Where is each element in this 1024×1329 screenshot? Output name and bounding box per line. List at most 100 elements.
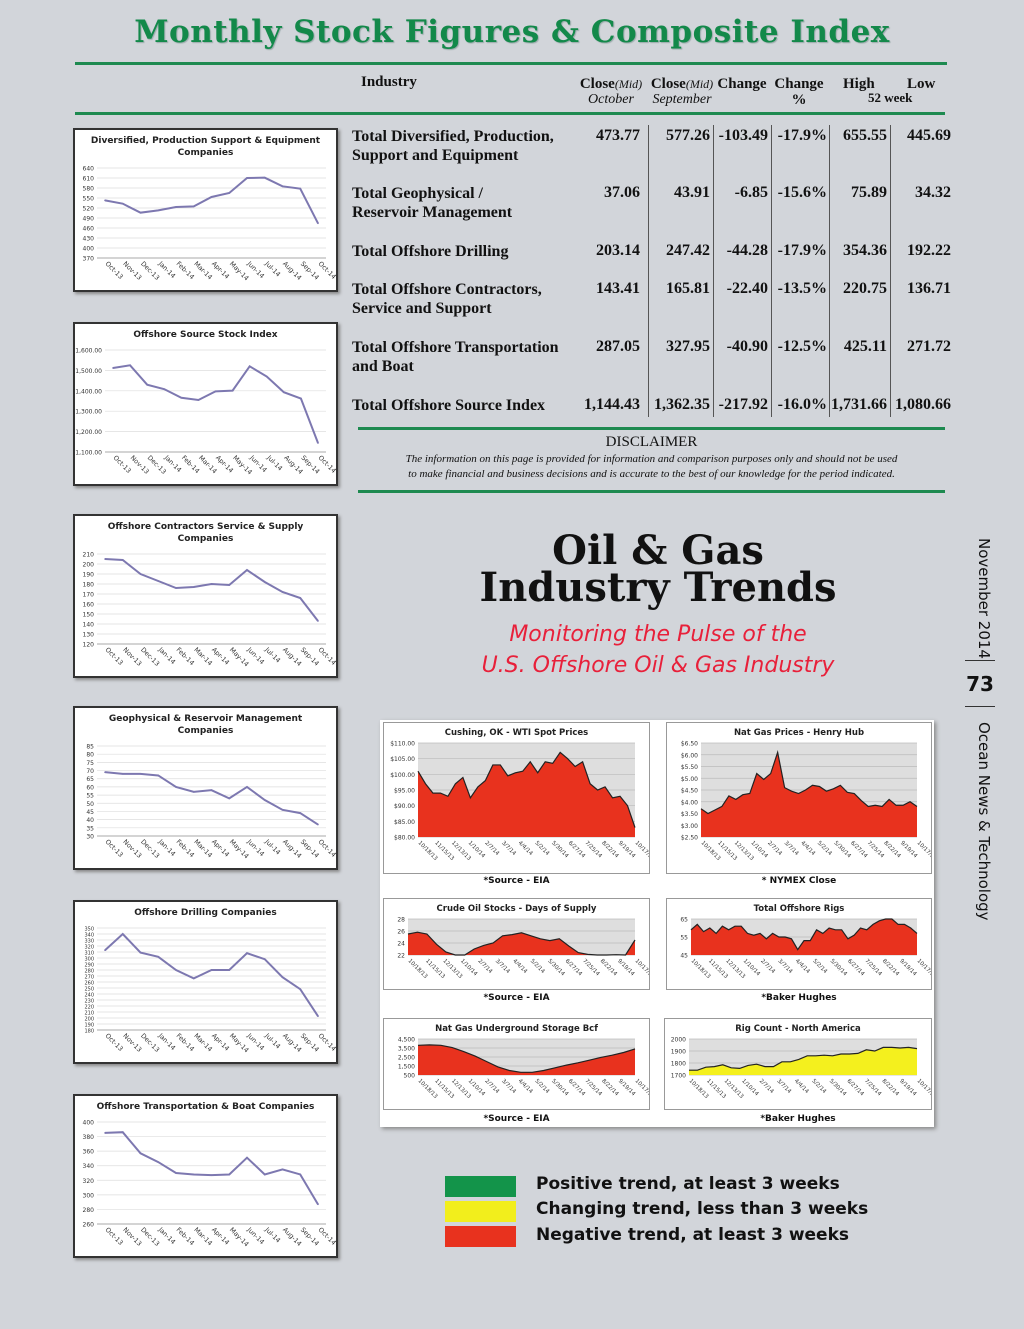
- x-tick-label: 4/4/14: [799, 840, 816, 857]
- y-tick-label: 1,300.00: [75, 409, 102, 416]
- header-mid-label: (Mid): [614, 77, 643, 91]
- table-cell: -16.0%: [777, 396, 827, 413]
- table-cell: -44.28: [726, 242, 768, 259]
- header-change-label: Change: [774, 76, 824, 92]
- data-point: [263, 1173, 266, 1176]
- data-point: [317, 222, 319, 225]
- y-tick-label: 340: [83, 1163, 95, 1170]
- legend-swatch-positive: [445, 1176, 516, 1197]
- chart-svg: Cushing, OK - WTI Spot Prices $80.00 $85.0…: [390, 728, 655, 862]
- row-industry-name: Total Geophysical / Reservoir Management: [352, 185, 513, 221]
- x-tick-label: 5/30/14: [546, 958, 566, 978]
- y-tick-label: $6.00: [681, 752, 698, 759]
- x-tick-label: 2/7/14: [759, 958, 776, 975]
- header-industry: Industry: [361, 74, 417, 90]
- y-tick-label: 290: [84, 963, 94, 969]
- x-tick-label: 8/22/14: [881, 958, 901, 978]
- row-industry-name: Total Offshore Contractors, Service and …: [352, 281, 542, 317]
- x-tick-label: 5/2/14: [529, 958, 546, 975]
- data-point: [139, 211, 142, 214]
- data-point: [248, 365, 251, 368]
- data-point: [299, 1173, 302, 1176]
- table-cell: 34.32: [915, 184, 951, 201]
- chart-offshore-source-index: Offshore Source Stock Index 1,100.00 1,200…: [73, 322, 338, 486]
- y-tick-label: $90.00: [394, 803, 415, 810]
- y-tick-label: 45: [86, 809, 94, 816]
- data-point: [157, 209, 160, 212]
- data-point: [139, 573, 142, 575]
- header-close-label: Close: [579, 76, 615, 92]
- data-point: [317, 1203, 319, 1206]
- data-point: [192, 586, 195, 588]
- y-tick-label: $110.00: [390, 741, 415, 748]
- data-point: [157, 1161, 160, 1163]
- chart-title: Companies: [178, 148, 234, 158]
- y-tick-label: 180: [83, 582, 95, 589]
- data-point: [104, 771, 106, 773]
- y-tick-label: 200: [84, 1017, 94, 1023]
- header-close-label: Close: [650, 76, 686, 92]
- chart-title: Total Offshore Rigs: [754, 904, 845, 914]
- legend-label-positive: Positive trend, at least 3 weeks: [536, 1174, 840, 1194]
- y-tick-label: 130: [83, 632, 95, 639]
- data-point: [246, 786, 248, 788]
- table-cell: 37.06: [604, 184, 640, 201]
- header-close-october: Close(Mid) October: [579, 76, 643, 108]
- data-line: [104, 176, 319, 224]
- y-tick-label: 35: [86, 825, 94, 832]
- divider: [75, 62, 947, 65]
- chart-title: Cushing, OK - WTI Spot Prices: [445, 728, 588, 738]
- y-tick-label: 1,200.00: [75, 429, 102, 436]
- y-tick-label: 250: [84, 987, 94, 993]
- y-tick-label: $5.00: [681, 776, 698, 783]
- chart-title: Diversified, Production Support & Equipm…: [91, 136, 321, 146]
- x-tick-label: 6/27/14: [564, 958, 584, 978]
- chart-svg: Crude Oil Stocks - Days of Supply 22 24 26 2…: [397, 904, 655, 980]
- header-52-week: 52 week: [868, 90, 913, 105]
- data-line: [104, 558, 319, 622]
- divider: [965, 706, 995, 707]
- y-tick-label: 230: [84, 999, 94, 1005]
- data-point: [175, 206, 177, 208]
- data-point: [139, 951, 142, 954]
- x-tick-label: Oct-14: [317, 646, 336, 667]
- y-tick-label: 180: [84, 1029, 94, 1035]
- data-point: [175, 1172, 177, 1174]
- x-tick-label: 6/27/14: [846, 958, 866, 978]
- x-tick-label: Oct-13: [112, 454, 133, 475]
- chart-svg: Geophysical & Reservoir Management Compan…: [86, 714, 337, 860]
- x-tick-label: Feb-14: [175, 1226, 196, 1247]
- x-tick-label: Oct-14: [317, 1032, 336, 1053]
- x-tick-label: Oct-14: [317, 260, 336, 281]
- data-point: [299, 812, 302, 814]
- data-point: [228, 1173, 231, 1176]
- chart-svg: Nat Gas Prices - Henry Hub $2.50 $3.00 $3.5…: [681, 728, 938, 862]
- data-point: [263, 176, 266, 179]
- chart-title: Nat Gas Underground Storage Bcf: [435, 1024, 598, 1034]
- data-point: [263, 581, 266, 583]
- y-tick-label: 190: [83, 572, 95, 579]
- data-line: [690, 918, 918, 951]
- chart-title: Geophysical & Reservoir Management: [109, 714, 303, 724]
- y-tick-label: 300: [83, 1192, 95, 1199]
- table-cell: 354.36: [843, 242, 887, 259]
- x-tick-label: 6/27/14: [845, 1078, 865, 1098]
- x-tick-label: 4/4/14: [517, 840, 534, 857]
- x-tick-label: 8/22/14: [599, 958, 619, 978]
- page-number: 73: [966, 672, 994, 696]
- table-cell: 1,144.43: [584, 396, 640, 413]
- table-cell: 220.75: [843, 280, 887, 297]
- chart-source: *Source - EIA: [483, 1114, 550, 1124]
- x-tick-label: Apr-14: [210, 1032, 231, 1053]
- x-tick-label: 5/2/14: [533, 840, 550, 857]
- y-tick-label: 550: [83, 196, 95, 203]
- x-tick-label: 9/19/14: [898, 1078, 918, 1098]
- data-point: [299, 597, 302, 599]
- data-point: [139, 773, 142, 775]
- x-tick-label: Feb-14: [180, 454, 201, 475]
- x-tick-label: Sep-14: [299, 1226, 321, 1248]
- data-point: [121, 773, 124, 775]
- divider: [358, 427, 945, 430]
- data-point: [157, 580, 160, 582]
- data-point: [317, 442, 319, 444]
